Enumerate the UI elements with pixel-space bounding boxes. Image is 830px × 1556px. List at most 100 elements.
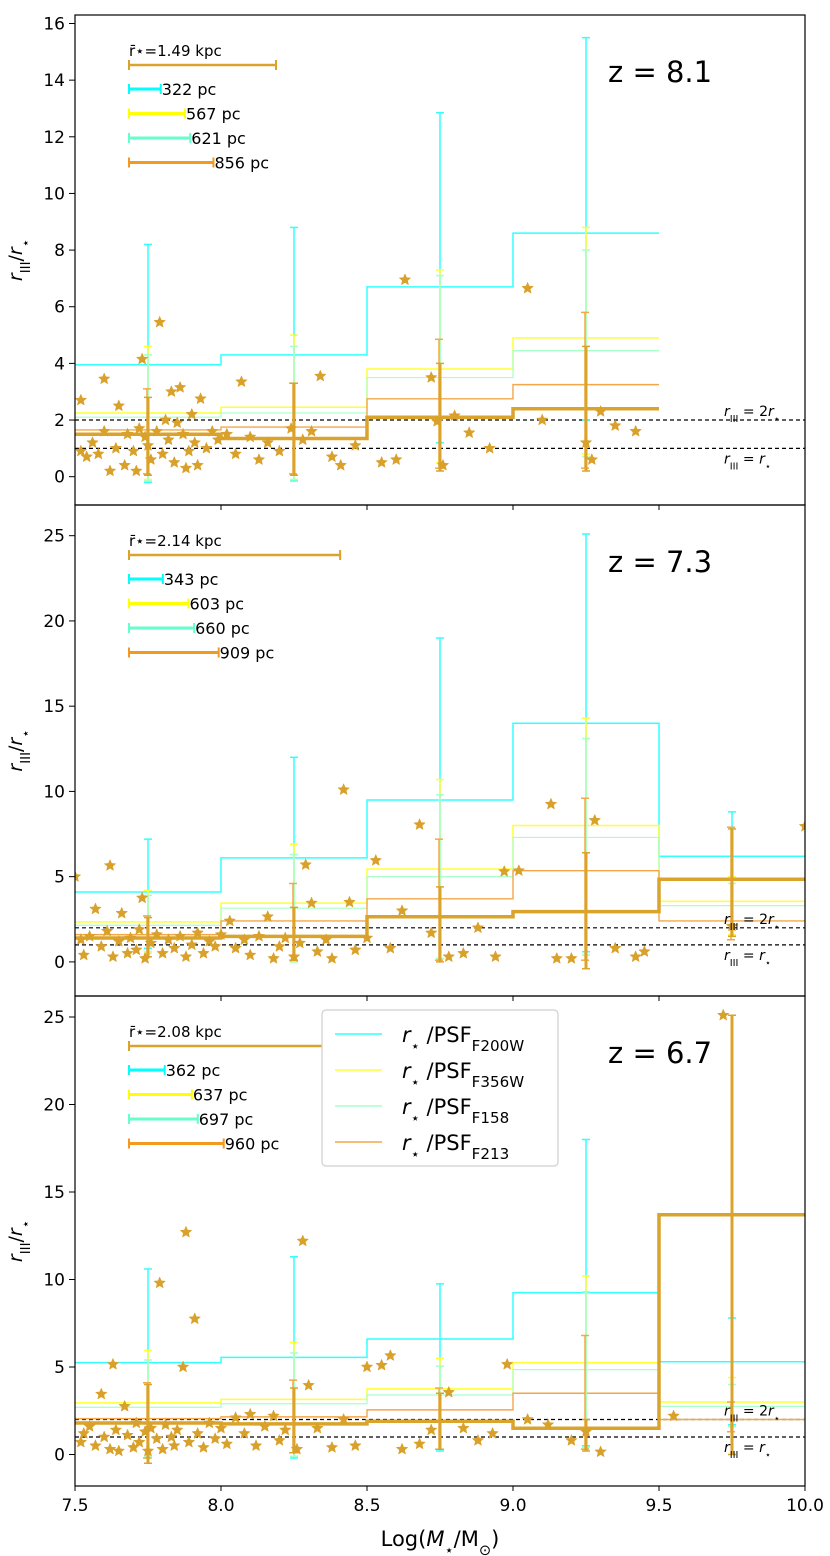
data-point-star bbox=[150, 927, 164, 941]
y-tick-label: 10 bbox=[43, 1271, 65, 1291]
data-point-star bbox=[348, 1439, 362, 1452]
data-point-star bbox=[129, 1416, 143, 1429]
data-point-star bbox=[182, 444, 196, 457]
data-point-star bbox=[360, 931, 374, 944]
data-point-star bbox=[430, 414, 444, 427]
data-point-star bbox=[252, 929, 266, 942]
data-point-star bbox=[424, 926, 438, 939]
data-point-star bbox=[188, 1312, 202, 1325]
data-point-star bbox=[202, 934, 216, 947]
data-point-star bbox=[170, 1423, 184, 1436]
data-point-star bbox=[144, 1421, 158, 1434]
data-point-star bbox=[252, 453, 266, 466]
data-point-star bbox=[89, 902, 102, 915]
data-point-star bbox=[471, 921, 485, 934]
data-point-star bbox=[83, 1419, 96, 1432]
data-point-star bbox=[100, 924, 114, 937]
data-point-star bbox=[550, 951, 564, 964]
data-point-star bbox=[191, 458, 204, 471]
plot-area bbox=[75, 533, 805, 970]
data-point-star bbox=[798, 819, 805, 832]
data-point-star bbox=[208, 939, 222, 952]
x-tick-label: 8.0 bbox=[207, 1496, 234, 1516]
data-point-star bbox=[165, 1430, 178, 1443]
data-point-star bbox=[129, 464, 143, 477]
data-point-star bbox=[544, 797, 558, 810]
data-point-star bbox=[138, 951, 152, 964]
data-point-star bbox=[141, 438, 155, 451]
data-point-star bbox=[153, 1276, 167, 1289]
data-point-star bbox=[457, 946, 470, 959]
scale-label-rstar: r̄⋆=2.14 kpc bbox=[129, 532, 222, 550]
data-point-star bbox=[398, 273, 412, 286]
step-line-F200W bbox=[75, 232, 659, 366]
y-tick-label: 0 bbox=[54, 1446, 65, 1466]
data-point-star bbox=[483, 441, 496, 454]
data-point-star bbox=[97, 1430, 111, 1443]
data-point-star bbox=[413, 1437, 426, 1450]
data-point-star bbox=[293, 936, 307, 949]
data-point-star bbox=[348, 438, 362, 451]
data-point-star bbox=[223, 914, 237, 927]
data-point-star bbox=[413, 818, 426, 831]
data-point-star bbox=[462, 426, 476, 439]
data-point-star bbox=[442, 1385, 456, 1398]
data-point-star bbox=[94, 1387, 108, 1400]
data-point-star bbox=[165, 385, 178, 398]
x-tick-label: 9.5 bbox=[645, 1496, 672, 1516]
data-point-star bbox=[229, 941, 242, 954]
data-point-star bbox=[129, 943, 143, 956]
data-point-star bbox=[325, 1440, 339, 1453]
data-point-star bbox=[273, 444, 286, 457]
data-point-star bbox=[629, 424, 642, 437]
data-point-star bbox=[205, 424, 219, 437]
data-point-star bbox=[302, 1378, 315, 1391]
scale-label-F213: 960 pc bbox=[225, 1135, 280, 1154]
data-point-star bbox=[176, 1360, 190, 1373]
data-point-star bbox=[608, 419, 622, 432]
data-point-star bbox=[103, 1442, 117, 1455]
data-point-star bbox=[296, 1234, 310, 1247]
data-point-star bbox=[296, 433, 310, 446]
data-point-star bbox=[103, 464, 117, 477]
ref-label-1r: rIII = r⋆ bbox=[724, 948, 771, 969]
data-point-star bbox=[214, 1421, 228, 1434]
data-point-star bbox=[159, 1418, 172, 1431]
data-point-star bbox=[106, 950, 120, 963]
legend-box bbox=[321, 1009, 559, 1167]
y-tick-label: 5 bbox=[54, 1358, 65, 1378]
y-axis-label: rIII/r⋆ bbox=[5, 729, 34, 771]
scale-label-rstar: r̄⋆=2.08 kpc bbox=[129, 1023, 222, 1041]
panel-3: rIII = 2r⋆ rIII = r⋆ 0 5 10 15 20 25 7.5 8.0 8.5 9.… bbox=[5, 995, 824, 1516]
data-point-star bbox=[521, 281, 534, 294]
data-point-star bbox=[725, 919, 739, 932]
data-point-star bbox=[471, 1433, 485, 1446]
data-point-star bbox=[229, 1411, 242, 1424]
data-point-star bbox=[261, 910, 275, 923]
data-point-star bbox=[261, 436, 275, 449]
data-point-star bbox=[535, 413, 549, 426]
ref-label-1r: rIII = r⋆ bbox=[724, 1440, 771, 1461]
data-point-star bbox=[109, 1423, 123, 1436]
data-point-star bbox=[208, 1432, 222, 1445]
data-point-star bbox=[83, 929, 96, 942]
data-point-star bbox=[97, 372, 111, 385]
y-tick-label: 0 bbox=[54, 953, 65, 973]
y-tick-label: 10 bbox=[43, 184, 65, 204]
data-point-star bbox=[121, 1428, 134, 1441]
plot-area bbox=[75, 1008, 805, 1464]
redshift-label: z = 6.7 bbox=[608, 1036, 712, 1070]
data-point-star bbox=[436, 458, 450, 471]
data-point-star bbox=[170, 416, 184, 429]
data-point-star bbox=[153, 315, 167, 328]
data-point-star bbox=[319, 933, 333, 946]
data-point-star bbox=[243, 430, 257, 443]
data-point-star bbox=[337, 1412, 350, 1425]
data-point-star bbox=[375, 1358, 388, 1371]
data-point-star bbox=[109, 441, 123, 454]
data-point-star bbox=[608, 941, 622, 954]
scale-label-F356W: 637 pc bbox=[193, 1086, 248, 1105]
data-point-star bbox=[249, 1439, 263, 1452]
legend-label-F158: r⋆ /PSFF158 bbox=[402, 1095, 509, 1127]
data-point-star bbox=[112, 399, 126, 412]
